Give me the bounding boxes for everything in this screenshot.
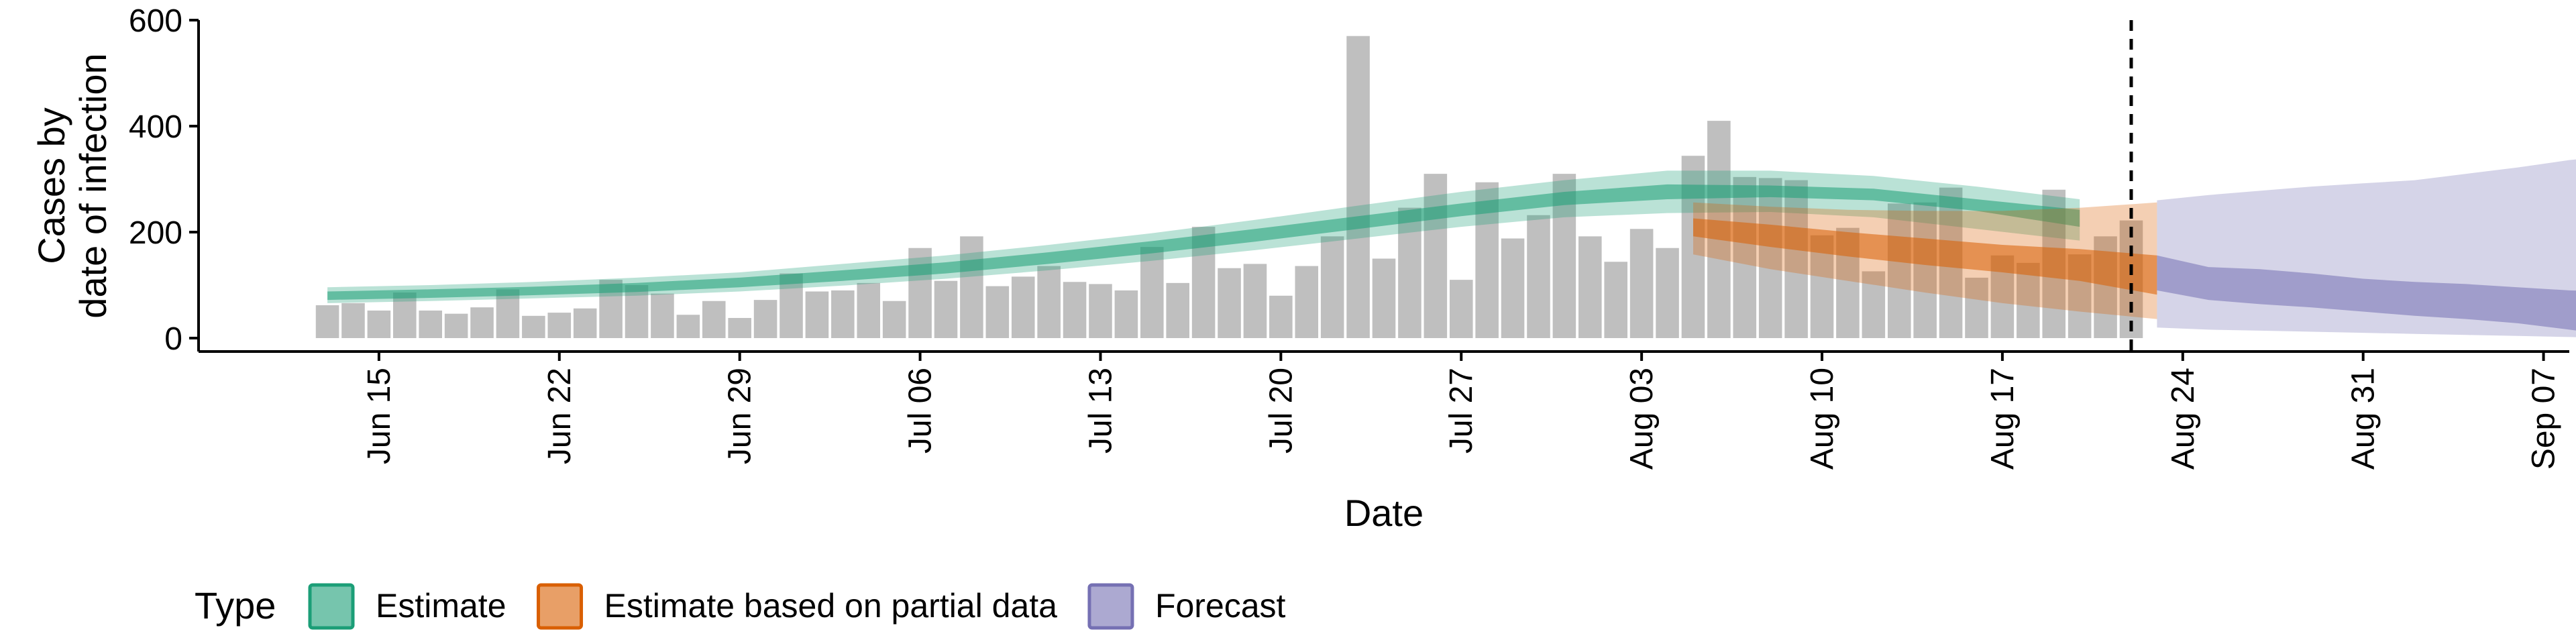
x-tick-label: Jul 27 [1444, 368, 1479, 453]
bar [676, 315, 700, 338]
estimate-inner-band [327, 184, 2080, 301]
x-tick-label: Aug 17 [1985, 368, 2021, 470]
bar [573, 308, 597, 338]
bar [1372, 258, 1396, 338]
bar [1965, 277, 1988, 338]
bar [934, 280, 958, 338]
bar [908, 248, 932, 338]
bar [753, 300, 777, 338]
bar [1758, 178, 1782, 338]
bar [1424, 174, 1448, 338]
bar [1037, 266, 1061, 338]
bar [1063, 282, 1087, 338]
legend-swatch-forecast [1087, 583, 1134, 630]
bar [1501, 238, 1525, 338]
x-tick-label: Aug 10 [1805, 368, 1840, 470]
bar [1449, 280, 1473, 338]
x-tick-label: Jun 22 [542, 368, 578, 464]
bar [1862, 271, 1886, 338]
x-axis-title: Date [1344, 492, 1424, 534]
x-tick-label: Aug 31 [2346, 368, 2381, 470]
x-tick-label: Jul 06 [903, 368, 938, 453]
bar [1604, 262, 1628, 338]
bar [702, 301, 726, 338]
bar [1320, 236, 1344, 338]
estimate-based-on-partial-data-inner-band [1693, 218, 2157, 295]
bar [341, 303, 365, 338]
bar [651, 293, 674, 338]
x-tick-label: Jul 20 [1263, 368, 1299, 453]
y-axis-title: Cases bydate of infection [30, 53, 114, 318]
bar [1269, 295, 1293, 338]
bar [1656, 248, 1679, 338]
bar [831, 290, 855, 338]
bar [444, 313, 468, 338]
bar [1166, 282, 1189, 338]
bar [367, 310, 391, 338]
bar [1011, 276, 1035, 338]
x-tick-label: Aug 03 [1624, 368, 1660, 470]
bar [1398, 207, 1421, 338]
bar [960, 236, 983, 338]
bar [470, 307, 494, 338]
legend-swatch-estimate [308, 583, 355, 630]
bar [625, 285, 649, 338]
x-tick-label: Jul 13 [1083, 368, 1118, 453]
bar [547, 313, 572, 338]
legend-label-estimate: Estimate [376, 587, 506, 625]
bar-layer [315, 36, 2143, 339]
x-tick-label: Jun 15 [362, 368, 397, 464]
bar [315, 305, 339, 338]
legend-title: Type [195, 584, 276, 627]
legend-label-forecast: Forecast [1155, 587, 1286, 625]
bar [496, 289, 520, 338]
bar [1913, 202, 1937, 338]
bar [1140, 247, 1164, 338]
bar [1295, 266, 1319, 338]
bar [419, 310, 443, 338]
y-tick-label: 400 [129, 109, 182, 145]
legend-swatch-estimate-based-on-partial-data [537, 583, 584, 630]
y-tick-label: 0 [164, 321, 182, 357]
bar [1527, 215, 1550, 338]
bar [1243, 264, 1267, 338]
bar [985, 286, 1010, 338]
forecast-inner-band [2157, 255, 2576, 331]
bar [522, 315, 545, 338]
legend-label-estimate-based-on-partial-data: Estimate based on partial data [604, 587, 1058, 625]
bar [1733, 176, 1757, 338]
bar [1784, 180, 1808, 338]
bar [393, 292, 417, 338]
y-tick-label: 600 [129, 3, 182, 39]
x-tick-label: Sep 07 [2526, 368, 2562, 470]
bar [805, 291, 829, 338]
y-tick-label: 200 [129, 215, 182, 251]
legend: Type Estimate Estimate based on partial da… [195, 583, 1286, 630]
bar [728, 317, 751, 338]
bar [1114, 290, 1138, 338]
bar [1629, 229, 1654, 338]
bar [1887, 203, 1911, 338]
bar [1218, 268, 1241, 338]
bar [882, 301, 906, 338]
bar [1089, 284, 1112, 338]
x-tick-label: Jun 29 [722, 368, 758, 464]
ribbon-layer [327, 159, 2576, 337]
bar [857, 282, 881, 338]
bar [1578, 236, 1602, 338]
axes: 0 200 400 600 Jun 15 Jun 22 Jun 29 Jul 06 Jul 13… [30, 3, 2569, 534]
bar [1346, 36, 1370, 338]
x-tick-label: Aug 24 [2165, 368, 2201, 470]
